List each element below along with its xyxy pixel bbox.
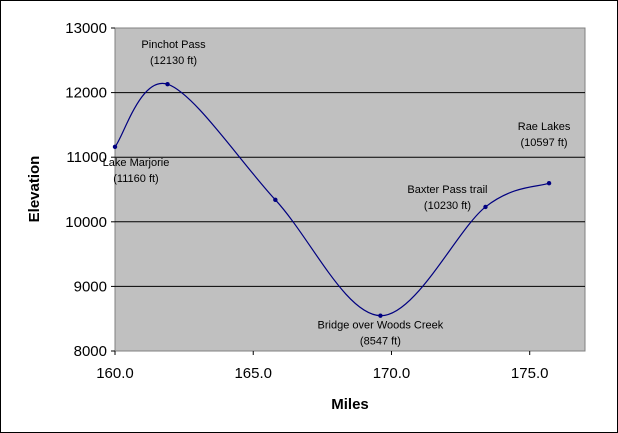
data-point — [165, 82, 170, 87]
y-tick-label: 13000 — [65, 20, 107, 37]
annotation-label: Rae Lakes — [518, 121, 571, 133]
y-axis-title: Elevation — [26, 156, 43, 223]
data-point — [112, 144, 118, 150]
y-tick-label: 10000 — [65, 214, 107, 231]
annotation-elevation: (12130 ft) — [150, 55, 197, 67]
data-point — [483, 204, 488, 210]
annotation-elevation: (10230 ft) — [424, 200, 471, 212]
annotation-elevation: (10597 ft) — [521, 137, 568, 149]
data-point — [546, 181, 552, 186]
y-tick-label: 12000 — [65, 85, 107, 102]
x-axis-title: Miles — [331, 396, 369, 413]
y-tick-label: 9000 — [74, 278, 107, 295]
x-tick-label: 175.0 — [511, 365, 549, 382]
data-point — [378, 313, 383, 318]
x-tick-label: 170.0 — [373, 365, 411, 382]
data-point — [273, 197, 278, 203]
y-tick-label: 8000 — [74, 343, 107, 360]
y-tick-label: 11000 — [66, 149, 107, 166]
annotation-label: Lake Marjorie — [103, 157, 170, 169]
annotation-label: Baxter Pass trail — [407, 184, 487, 196]
annotation-label: Bridge over Woods Creek — [318, 320, 444, 332]
annotation-label: Pinchot Pass — [141, 39, 206, 51]
plot-area — [114, 27, 586, 352]
annotation-elevation: (11160 ft) — [113, 173, 158, 185]
annotation-elevation: (8547 ft) — [360, 336, 401, 348]
x-tick-label: 165.0 — [234, 365, 272, 382]
x-tick-label: 160.0 — [96, 365, 134, 382]
